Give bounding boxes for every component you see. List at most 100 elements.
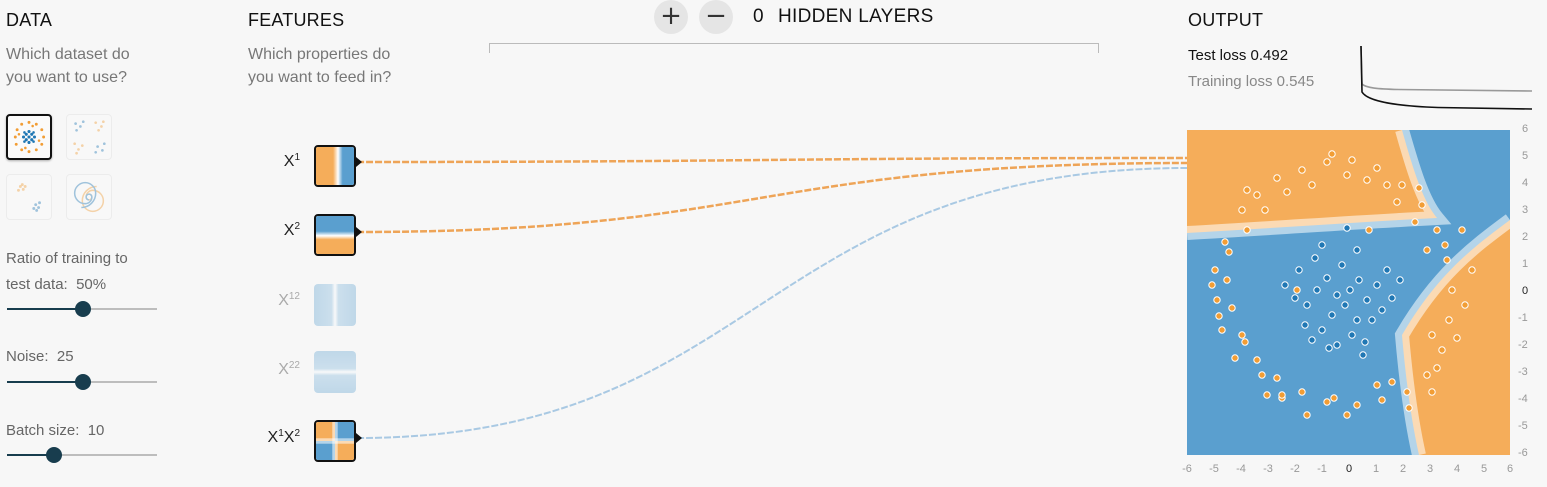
feature-x1-squared-node[interactable]	[314, 284, 356, 326]
y-tick: 4	[1522, 177, 1529, 189]
ratio-label-line2: test data: 50%	[6, 272, 128, 298]
x-tick: 0	[1345, 463, 1353, 475]
feature-x1-squared-heatmap	[314, 284, 356, 326]
x-tick: -1	[1317, 463, 1327, 475]
connection-x1-output	[356, 156, 1189, 164]
feature-x1x2-node[interactable]	[314, 420, 356, 462]
feature-label-x1-sup: 1	[294, 152, 300, 163]
noise-slider-thumb[interactable]	[75, 374, 91, 390]
spiral-dataset-thumbnail[interactable]	[66, 174, 112, 220]
x-tick: -2	[1290, 463, 1300, 475]
batch-size-label: Batch size: 10	[6, 418, 104, 444]
feature-x2-squared-heatmap	[314, 351, 356, 393]
data-question-line2: you want to use?	[6, 69, 127, 86]
x-tick: -3	[1263, 463, 1273, 475]
feature-x1x2-output-port[interactable]	[356, 433, 362, 443]
y-tick: 0	[1522, 285, 1529, 297]
training-loss-value: 0.545	[1276, 73, 1315, 90]
connection-x2-output	[356, 161, 1189, 234]
batch-size-slider-thumb[interactable]	[46, 447, 62, 463]
remove-layer-button[interactable]: −	[699, 0, 733, 34]
y-tick: 2	[1522, 231, 1529, 243]
ratio-label-text: test data:	[6, 276, 68, 293]
feature-label-x1x2-base2: X	[283, 429, 295, 446]
ratio-slider-thumb[interactable]	[75, 301, 91, 317]
batch-size-label-text: Batch size:	[6, 422, 80, 439]
data-question: Which dataset do you want to use?	[6, 43, 130, 89]
x-tick: -6	[1182, 463, 1192, 475]
feature-x2-node[interactable]	[314, 214, 356, 256]
y-tick: 1	[1522, 258, 1529, 270]
output-heatmap	[1187, 130, 1510, 455]
feature-label-x1x2: X1X2	[240, 428, 300, 447]
add-layer-button[interactable]: +	[654, 0, 688, 34]
data-heading: DATA	[6, 10, 53, 30]
feature-x2-heatmap	[316, 216, 354, 254]
x-tick: 3	[1426, 463, 1434, 475]
feature-label-x1-squared-base: X	[278, 292, 289, 309]
ratio-label-line1: Ratio of training to	[6, 250, 128, 267]
noise-label: Noise: 25	[6, 344, 74, 370]
features-question-line1: Which properties do	[248, 46, 391, 63]
batch-size-value: 10	[87, 422, 105, 439]
y-tick: 3	[1522, 204, 1529, 216]
training-loss: Training loss 0.545	[1188, 73, 1314, 90]
feature-x1-heatmap	[316, 147, 354, 185]
x-tick: -4	[1236, 463, 1246, 475]
y-tick: 6	[1522, 123, 1529, 135]
noise-label-text: Noise:	[6, 348, 49, 365]
feature-label-x1x2-sup2: 2	[294, 428, 300, 439]
training-loss-label: Training loss	[1188, 73, 1273, 90]
y-tick: -5	[1518, 420, 1528, 432]
y-tick: -1	[1518, 312, 1528, 324]
hidden-layers-label: HIDDEN LAYERS	[778, 6, 934, 27]
loss-chart	[1360, 45, 1533, 110]
noise-slider-fill	[7, 381, 83, 383]
circle-dataset-thumbnail[interactable]	[6, 114, 52, 160]
features-heading: FEATURES	[248, 10, 345, 30]
heatmap-points-negative	[1281, 224, 1404, 359]
test-loss-value: 0.492	[1250, 47, 1289, 64]
feature-label-x2-squared-base: X	[278, 361, 289, 378]
feature-x2-squared-node[interactable]	[314, 351, 356, 393]
x-tick: 1	[1372, 463, 1380, 475]
test-loss-label: Test loss	[1188, 47, 1247, 64]
x-tick: 5	[1480, 463, 1488, 475]
feature-label-x1-squared-sup: 12	[288, 291, 300, 302]
heatmap-points-positive	[1208, 150, 1476, 419]
feature-x1-output-port[interactable]	[356, 157, 362, 167]
feature-label-x2-squared: X22	[240, 360, 300, 379]
feature-label-x2: X2	[240, 221, 300, 240]
heatmap-boundary-upper	[1187, 130, 1452, 240]
batch-size-slider[interactable]	[7, 447, 157, 463]
connection-x1x2-output	[356, 167, 1189, 439]
hidden-layer-count: 0	[753, 6, 764, 27]
feature-label-x1x2-base1: X	[267, 429, 279, 446]
y-tick: 5	[1522, 150, 1529, 162]
ratio-slider[interactable]	[7, 301, 157, 317]
feature-label-x1-base: X	[283, 153, 295, 170]
y-tick: -4	[1518, 393, 1528, 405]
gaussian-dataset-thumbnail[interactable]	[6, 174, 52, 220]
feature-label-x2-squared-sup: 22	[288, 360, 300, 371]
xor-dataset-thumbnail[interactable]	[66, 114, 112, 160]
x-tick: 6	[1506, 463, 1514, 475]
feature-label-x1x2-sup1: 1	[278, 428, 284, 439]
feature-label-x2-base: X	[283, 222, 295, 239]
y-tick: -2	[1518, 339, 1528, 351]
ratio-value: 50%	[76, 276, 107, 293]
noise-slider[interactable]	[7, 374, 157, 390]
feature-x1-node[interactable]	[314, 145, 356, 187]
hidden-layers-bracket	[489, 43, 1099, 53]
test-loss: Test loss 0.492	[1188, 47, 1288, 64]
feature-label-x1-squared: X12	[240, 291, 300, 310]
batch-size-slider-track	[7, 454, 157, 456]
batch-size-slider-fill	[7, 454, 54, 456]
y-tick: -6	[1518, 447, 1528, 459]
y-tick: -3	[1518, 366, 1528, 378]
heatmap-boundary-lower	[1394, 214, 1510, 455]
feature-x2-output-port[interactable]	[356, 227, 362, 237]
features-question-line2: you want to feed in?	[248, 69, 392, 86]
x-tick: 2	[1399, 463, 1407, 475]
